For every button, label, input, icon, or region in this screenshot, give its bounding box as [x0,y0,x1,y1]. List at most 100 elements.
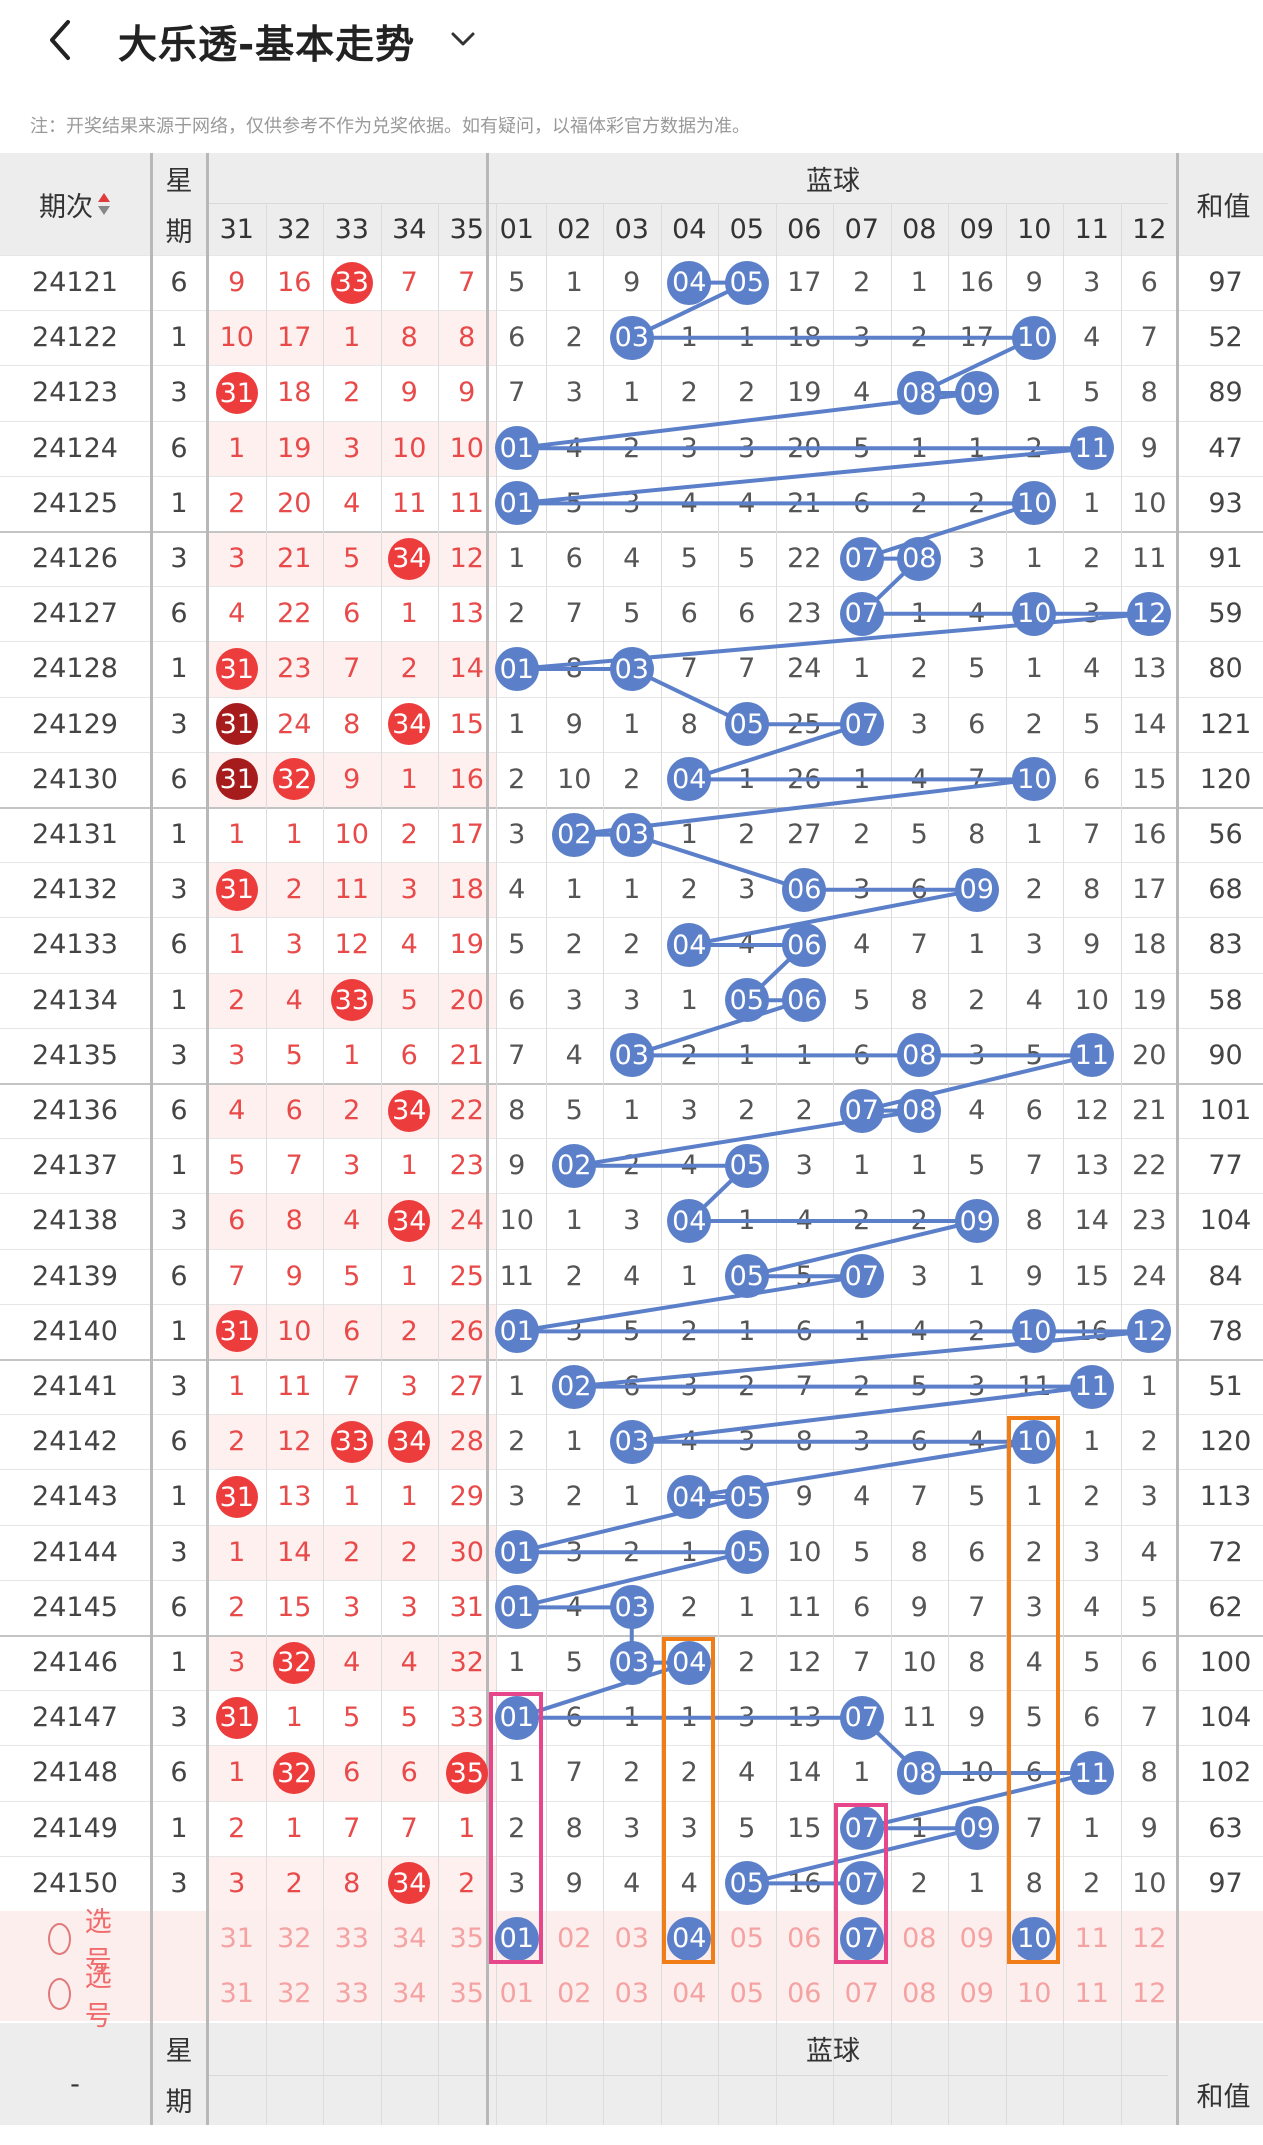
sum-value: 59 [1208,598,1243,630]
col-line [948,203,949,2126]
blue-miss-count: 3 [910,708,928,740]
pick-red-number[interactable]: 32 [277,1978,312,2010]
pick-blue-number[interactable]: 06 [787,1978,822,2010]
red-miss-count: 23 [449,1150,484,1182]
pick-blue-number[interactable]: 02 [557,1923,592,1955]
red-miss-count: 8 [343,708,361,740]
col-line-thick [150,153,153,2126]
pick-blue-number[interactable]: 08 [902,1923,937,1955]
pick-blue-selected[interactable]: 01 [494,1916,539,1961]
radio-button[interactable] [48,1922,71,1955]
pick-blue-selected[interactable]: 04 [667,1916,712,1961]
blue-ball-hit: 03 [609,1033,654,1078]
pick-red-number[interactable]: 32 [277,1923,312,1955]
red-miss-count: 1 [400,598,418,630]
pick-red-number[interactable]: 33 [334,1978,369,2010]
red-miss-count: 9 [228,267,246,299]
pick-blue-number[interactable]: 08 [902,1978,937,2010]
back-arrow-icon[interactable] [40,18,80,62]
pick-blue-number[interactable]: 05 [729,1978,764,2010]
red-miss-count: 4 [343,1647,361,1679]
blue-miss-count: 2 [565,1260,583,1292]
red-ball-hit: 34 [388,703,431,746]
blue-miss-count: 3 [508,1867,526,1899]
blue-col-header: 07 [844,213,879,245]
blue-miss-count: 1 [1083,1426,1101,1458]
pick-red-number[interactable]: 31 [219,1978,254,2010]
pick-blue-number[interactable]: 03 [614,1923,649,1955]
pick-red-number[interactable]: 33 [334,1923,369,1955]
blue-miss-count: 10 [1074,984,1109,1016]
blue-miss-count: 1 [623,377,641,409]
pick-blue-selected[interactable]: 07 [839,1916,884,1961]
row-divider [0,696,1263,698]
row-divider [0,1193,1263,1195]
blue-miss-count: 1 [968,1867,986,1899]
pick-blue-number[interactable]: 05 [729,1923,764,1955]
sum-value: 58 [1208,984,1243,1016]
red-miss-count: 6 [400,1757,418,1789]
pick-blue-number[interactable]: 11 [1074,1923,1109,1955]
red-miss-count: 19 [277,432,312,464]
blue-ball-hit: 07 [839,536,884,581]
pick-blue-number[interactable]: 11 [1074,1978,1109,2010]
red-miss-count: 15 [277,1591,312,1623]
pick-red-number[interactable]: 34 [392,1923,427,1955]
red-miss-count: 2 [343,377,361,409]
radio-button[interactable] [48,1977,71,2010]
blue-miss-count: 9 [1140,432,1158,464]
disclaimer-notice: 注：开奖结果来源于网络，仅供参考不作为兑奖依据。如有疑问，以福体彩官方数据为准。 [30,116,750,137]
pick-blue-number[interactable]: 12 [1132,1923,1167,1955]
issue-header[interactable]: 期次 [0,153,150,255]
red-miss-count: 15 [449,708,484,740]
pick-blue-number[interactable]: 04 [672,1978,707,2010]
red-miss-count: 4 [285,984,303,1016]
red-miss-count: 3 [228,1647,246,1679]
blue-miss-count: 9 [910,1591,928,1623]
week-day: 1 [170,1481,188,1513]
row-divider [0,1083,1263,1085]
pick-blue-number[interactable]: 06 [787,1923,822,1955]
blue-ball-hit: 01 [494,1530,539,1575]
red-miss-count: 12 [277,1426,312,1458]
pick-blue-number[interactable]: 12 [1132,1978,1167,2010]
row-divider [0,1469,1263,1471]
blue-miss-count: 1 [853,1757,871,1789]
week-day: 1 [170,487,188,519]
blue-miss-count: 1 [565,1426,583,1458]
blue-miss-count: 9 [968,1702,986,1734]
chevron-down-icon[interactable] [448,26,478,52]
pick-blue-number[interactable]: 09 [959,1978,994,2010]
issue-number: 24122 [32,322,118,354]
red-miss-count: 27 [449,1371,484,1403]
blue-miss-count: 5 [680,543,698,575]
pick-blue-number[interactable]: 07 [844,1978,879,2010]
pick-red-number[interactable]: 31 [219,1923,254,1955]
pick-red-number[interactable]: 34 [392,1978,427,2010]
blue-miss-count: 2 [968,984,986,1016]
blue-miss-count: 3 [910,1260,928,1292]
blue-ball-hit: 07 [839,702,884,747]
pick-blue-number[interactable]: 02 [557,1978,592,2010]
pick-blue-number[interactable]: 10 [1017,1978,1052,2010]
pick-blue-number[interactable]: 01 [499,1978,534,2010]
red-miss-count: 5 [343,1260,361,1292]
week-day: 6 [170,1095,188,1127]
pick-red-number[interactable]: 35 [449,1923,484,1955]
sort-icon[interactable] [97,190,111,218]
pick-red-number[interactable]: 35 [449,1978,484,2010]
blue-miss-count: 19 [1132,984,1167,1016]
pick-blue-selected[interactable]: 10 [1012,1916,1057,1961]
blue-miss-count: 5 [853,1536,871,1568]
col-line [495,203,497,2126]
page-title[interactable]: 大乐透-基本走势 [118,23,416,68]
week-day: 1 [170,819,188,851]
pick-blue-number[interactable]: 03 [614,1978,649,2010]
pick-number-row[interactable]: 选号 [48,1962,121,2032]
issue-number: 24147 [32,1702,118,1734]
pick-blue-number[interactable]: 09 [959,1923,994,1955]
blue-miss-count: 3 [680,1812,698,1844]
sum-value: 84 [1208,1260,1243,1292]
blue-miss-count: 1 [680,1260,698,1292]
pick-number-row[interactable]: 选号 [48,1907,121,1977]
